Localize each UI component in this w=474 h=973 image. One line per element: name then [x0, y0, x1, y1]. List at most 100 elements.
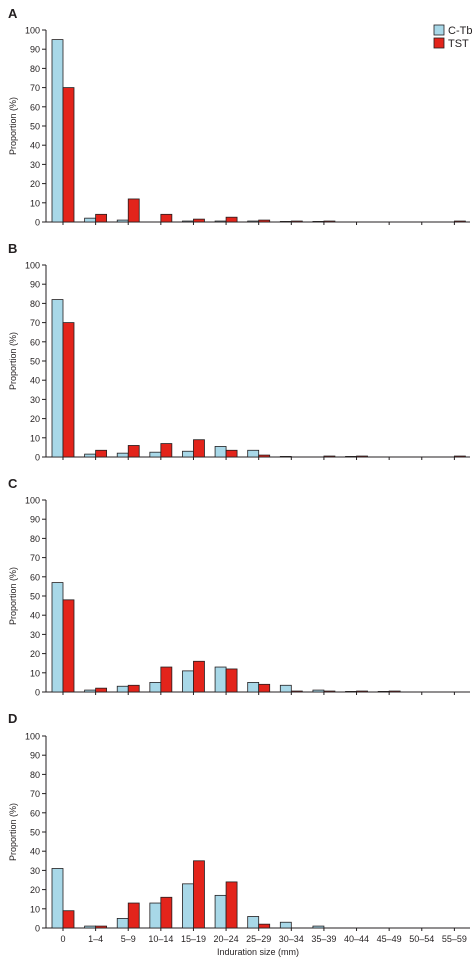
y-tick-label: 70: [30, 318, 40, 328]
panel-b: B 0 10 20 30 40 50 60 70 80 90 100 Proportion (%): [8, 241, 470, 463]
bar-c-tb-2: [116, 219, 129, 223]
bar-tst-6: [258, 683, 271, 693]
y-tick-label: 30: [30, 160, 40, 170]
y-tick-label: 20: [30, 885, 40, 895]
bar-tst-4: [193, 218, 205, 223]
bar-c-tb-0: [51, 582, 64, 693]
x-tick-label: 20–24: [214, 934, 239, 944]
y-tick-label: 50: [30, 828, 40, 838]
bar-tst-1: [95, 213, 108, 223]
bar-tst-6: [258, 923, 271, 929]
y-tick-label: 70: [30, 789, 40, 799]
y-tick-label: 90: [30, 280, 40, 290]
x-tick-label: 40–44: [344, 934, 369, 944]
panel-c: C 0 10 20 30 40 50 60 70 80 90 100 Proportion (%): [8, 476, 470, 698]
bar-tst-8: [323, 690, 336, 693]
y-axis-title: Proportion (%): [8, 97, 18, 155]
bar-tst-7: [290, 690, 303, 693]
y-tick-label: 100: [25, 261, 40, 271]
panel-label: A: [8, 6, 18, 21]
y-tick-label: 80: [30, 770, 40, 780]
legend-swatch-tst: [433, 37, 445, 49]
x-tick-label: 1–4: [88, 934, 103, 944]
y-tick-label: 40: [30, 611, 40, 621]
y-tick-label: 40: [30, 141, 40, 151]
y-tick-label: 70: [30, 83, 40, 93]
bar-tst-10: [388, 690, 401, 693]
bar-c-tb-3: [149, 682, 162, 693]
y-tick-label: 0: [35, 924, 40, 934]
bar-tst-1: [95, 687, 108, 693]
bar-tst-2: [127, 445, 140, 458]
bar-c-tb-7: [279, 684, 292, 693]
y-axis-title: Proportion (%): [8, 332, 18, 390]
panel-label: B: [8, 241, 17, 256]
bar-tst-5: [225, 216, 238, 223]
bar-tst-4: [193, 439, 205, 458]
y-tick-label: 20: [30, 414, 40, 424]
panel-label: D: [8, 711, 17, 726]
bar-tst-3: [160, 443, 173, 458]
bar-c-tb-5: [214, 894, 227, 929]
y-tick-label: 50: [30, 592, 40, 602]
bar-tst-0: [62, 87, 75, 223]
bar-c-tb-1: [84, 217, 97, 223]
bar-tst-12: [453, 220, 466, 223]
y-tick-label: 60: [30, 337, 40, 347]
bar-tst-1: [95, 925, 108, 929]
x-axis-title: Induration size (mm): [217, 947, 299, 957]
y-tick-label: 90: [30, 515, 40, 525]
bar-tst-5: [225, 449, 238, 458]
bar-tst-8: [323, 220, 336, 223]
y-tick-label: 100: [25, 496, 40, 506]
bar-c-tb-9: [345, 691, 357, 693]
bar-c-tb-6: [247, 220, 260, 223]
x-tick-label: 45–49: [377, 934, 402, 944]
bar-c-tb-7: [279, 456, 292, 458]
bar-tst-5: [225, 668, 238, 693]
bar-c-tb-5: [214, 666, 227, 693]
bar-c-tb-2: [116, 685, 129, 693]
bar-c-tb-1: [84, 925, 97, 929]
bar-c-tb-9: [345, 456, 357, 458]
panel-d: D 0 10 20 30 40 50 60 70 80 90 100 Proportion (%) 0 1–…: [8, 711, 470, 957]
x-tick-label: 25–29: [246, 934, 271, 944]
panels-group: A 0 10 20 30 40 50 60 70 80 90 100 Proportion (%) B 0 1…: [8, 6, 470, 957]
bar-c-tb-3: [149, 451, 162, 458]
bar-c-tb-5: [214, 220, 227, 223]
bar-tst-2: [127, 684, 140, 693]
y-tick-label: 30: [30, 866, 40, 876]
bar-c-tb-2: [116, 918, 129, 929]
bar-tst-2: [127, 198, 140, 223]
y-tick-label: 50: [30, 357, 40, 367]
y-axis-title: Proportion (%): [8, 803, 18, 861]
x-tick-label: 30–34: [279, 934, 304, 944]
y-tick-label: 0: [35, 453, 40, 463]
y-tick-label: 100: [25, 26, 40, 36]
bar-c-tb-8: [312, 925, 325, 929]
panel-label: C: [8, 476, 18, 491]
y-tick-label: 20: [30, 649, 40, 659]
legend-label-ctb: C-Tb: [448, 25, 472, 37]
y-tick-label: 60: [30, 572, 40, 582]
legend: C-Tb TST: [433, 24, 472, 50]
bar-c-tb-3: [149, 902, 162, 929]
bar-tst-4: [193, 860, 205, 929]
x-tick-label: 5–9: [121, 934, 136, 944]
bar-c-tb-4: [182, 450, 194, 458]
bar-c-tb-6: [247, 916, 260, 929]
y-tick-label: 10: [30, 433, 40, 443]
bar-c-tb-6: [247, 682, 260, 693]
y-tick-label: 0: [35, 218, 40, 228]
bar-c-tb-1: [84, 453, 97, 458]
bar-tst-3: [160, 213, 173, 223]
y-tick-label: 80: [30, 534, 40, 544]
bar-tst-7: [290, 220, 303, 223]
legend-label-tst: TST: [448, 38, 469, 50]
y-tick-label: 40: [30, 847, 40, 857]
x-tick-label: 55–59: [442, 934, 467, 944]
y-tick-label: 40: [30, 376, 40, 386]
bar-tst-9: [356, 455, 368, 458]
